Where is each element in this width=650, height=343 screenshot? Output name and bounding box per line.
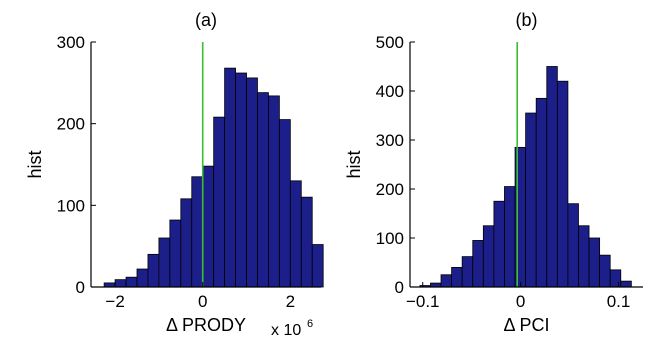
panel-a-prody-histogram: 0 100 200 300 −2 0 2 (a) Δ PRODY hist x 10 6	[25, 10, 324, 339]
histogram-bar	[180, 198, 193, 288]
histogram-bar	[556, 80, 569, 288]
histogram-bar	[147, 253, 160, 288]
x-axis-label: Δ PCI	[503, 315, 549, 335]
histogram-bar	[235, 72, 247, 288]
histogram-bar	[202, 165, 215, 288]
histogram-bar	[268, 95, 280, 288]
histogram-bar	[300, 196, 313, 288]
histogram-bar	[493, 200, 505, 288]
y-tick-label: 300	[376, 131, 404, 150]
x-tick-label: 0	[516, 292, 525, 311]
histogram-bar	[609, 269, 622, 288]
histogram-bar	[213, 116, 226, 288]
histogram-bar	[482, 225, 495, 288]
y-tick-label: 100	[376, 229, 404, 248]
y-axis-label: hist	[344, 150, 364, 178]
histogram-bar	[191, 176, 204, 288]
histogram-bar	[103, 282, 116, 288]
histogram-bar	[567, 203, 579, 288]
x-tick-label: 0	[198, 292, 207, 311]
y-tick-label: 200	[376, 180, 404, 199]
x-tick-label: −0.1	[406, 292, 440, 311]
x-tick-label: −2	[105, 292, 124, 311]
histogram-bar	[246, 77, 258, 288]
x-axis-label: Δ PRODY	[166, 315, 246, 335]
y-tick-label: 300	[57, 33, 85, 52]
histogram-bar	[535, 97, 548, 288]
y-tick-label: 500	[376, 33, 404, 52]
histogram-bar	[620, 280, 632, 288]
histogram-bar	[588, 237, 601, 288]
x-axis-multiplier: x 10	[271, 322, 301, 339]
y-tick-label: 200	[57, 115, 85, 134]
histogram-bar	[578, 225, 590, 288]
histogram-bar	[440, 274, 452, 288]
histogram-bar	[461, 256, 474, 288]
histogram-bar	[114, 279, 127, 288]
histogram-bar	[136, 268, 149, 288]
x-tick-label: 0.1	[607, 292, 631, 311]
panel-title: (a)	[195, 10, 217, 30]
histogram-bar	[125, 276, 138, 288]
y-tick-label: 0	[395, 278, 404, 297]
x-axis-multiplier-exponent: 6	[307, 318, 313, 330]
y-tick-label: 400	[376, 82, 404, 101]
histogram-bar	[546, 66, 558, 288]
histogram-bar	[311, 244, 324, 288]
histogram-bar	[158, 237, 171, 288]
panel-title: (b)	[516, 10, 538, 30]
histogram-bar	[451, 266, 463, 288]
histogram-bar	[504, 186, 516, 288]
histogram-bar	[472, 240, 484, 288]
y-axis-label: hist	[25, 150, 45, 178]
histogram-bar	[169, 219, 182, 288]
y-tick-label: 0	[76, 278, 85, 297]
histogram-bar	[224, 67, 236, 288]
histogram-bar	[289, 180, 302, 288]
histogram-bar	[599, 254, 611, 288]
histogram-bar	[278, 119, 291, 288]
y-tick-label: 100	[57, 196, 85, 215]
histogram-bar	[257, 92, 269, 288]
histogram-bar	[525, 112, 537, 288]
x-tick-label: 2	[286, 292, 295, 311]
